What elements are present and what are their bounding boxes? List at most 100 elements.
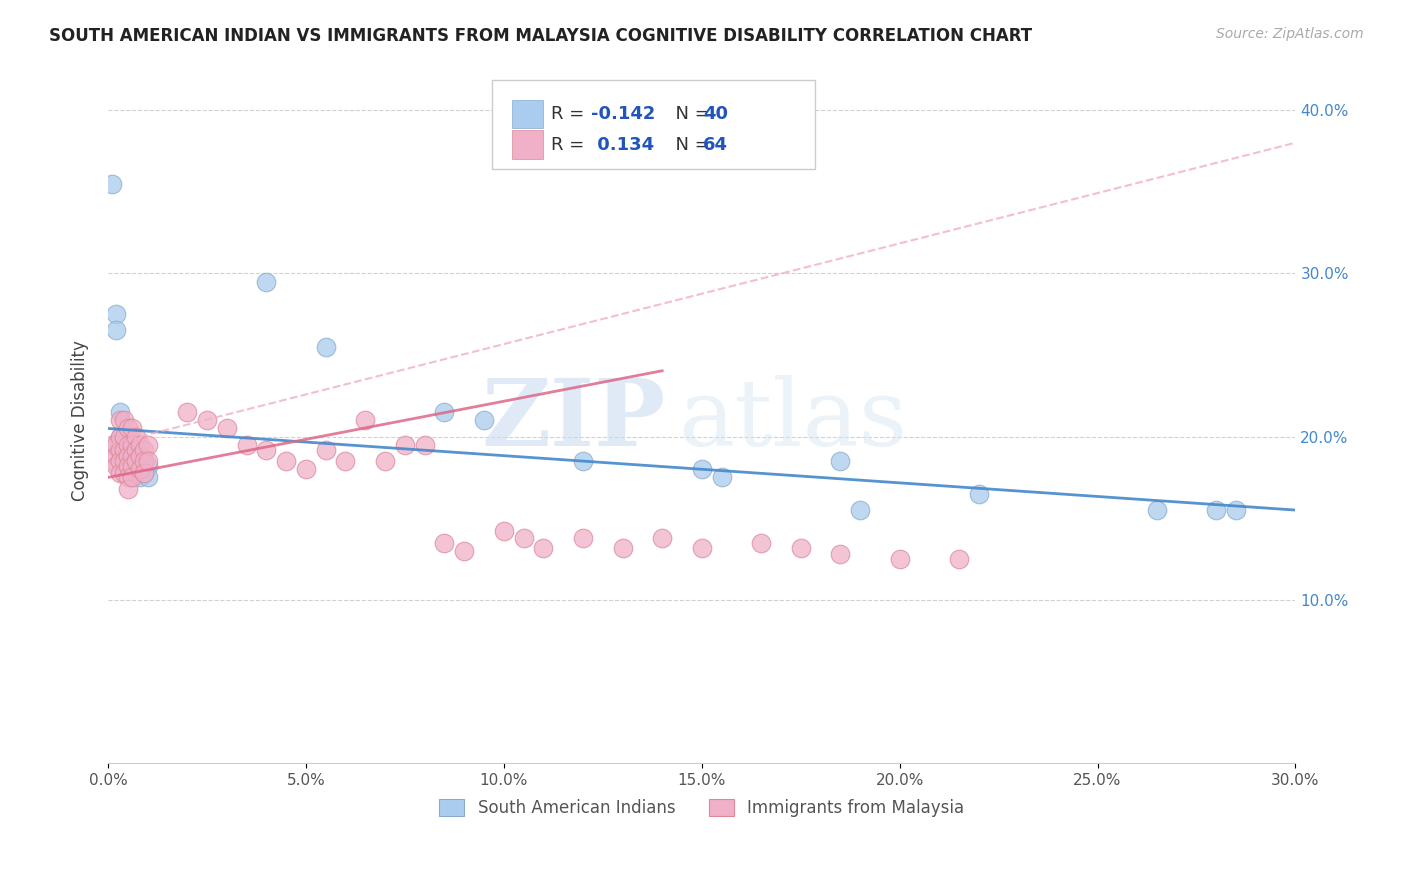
Point xyxy=(453,544,475,558)
Point xyxy=(830,547,852,561)
Point xyxy=(136,458,159,473)
Point xyxy=(104,449,127,463)
Point xyxy=(108,442,131,457)
Point xyxy=(108,466,131,480)
Point xyxy=(572,454,595,468)
Point xyxy=(112,454,135,468)
Text: SOUTH AMERICAN INDIAN VS IMMIGRANTS FROM MALAYSIA COGNITIVE DISABILITY CORRELATI: SOUTH AMERICAN INDIAN VS IMMIGRANTS FROM… xyxy=(49,27,1032,45)
Point xyxy=(117,482,139,496)
Text: ZIP: ZIP xyxy=(482,376,666,466)
Point xyxy=(254,442,277,457)
Point xyxy=(612,541,634,555)
Point xyxy=(512,531,534,545)
Point xyxy=(112,429,135,443)
Point xyxy=(295,462,318,476)
Point xyxy=(112,454,135,468)
Text: N =: N = xyxy=(664,136,716,153)
Point xyxy=(125,454,148,468)
Point xyxy=(125,454,148,468)
Point xyxy=(472,413,495,427)
Legend: South American Indians, Immigrants from Malaysia: South American Indians, Immigrants from … xyxy=(433,792,970,823)
Point xyxy=(121,446,143,460)
Point xyxy=(104,307,127,321)
Point xyxy=(690,541,713,555)
Point xyxy=(1225,503,1247,517)
Point xyxy=(132,454,155,468)
Point xyxy=(108,454,131,468)
Point xyxy=(121,449,143,463)
Point xyxy=(121,470,143,484)
Point xyxy=(108,446,131,460)
Text: atlas: atlas xyxy=(678,376,907,466)
Point xyxy=(374,454,396,468)
Point xyxy=(117,458,139,473)
Point xyxy=(132,442,155,457)
Point xyxy=(128,449,150,463)
Point xyxy=(121,454,143,468)
Point xyxy=(394,438,416,452)
Point xyxy=(104,324,127,338)
Point xyxy=(889,552,911,566)
Point xyxy=(849,503,872,517)
Point xyxy=(104,438,127,452)
Point xyxy=(710,470,733,484)
Point xyxy=(235,438,257,452)
Point xyxy=(117,470,139,484)
Point xyxy=(315,442,337,457)
Point xyxy=(789,541,811,555)
Point xyxy=(215,421,238,435)
Point xyxy=(690,462,713,476)
Point xyxy=(101,454,124,468)
Y-axis label: Cognitive Disability: Cognitive Disability xyxy=(72,340,89,500)
Point xyxy=(948,552,970,566)
Text: R =: R = xyxy=(551,105,591,123)
Point xyxy=(354,413,377,427)
Point xyxy=(967,487,990,501)
Point xyxy=(125,466,148,480)
Point xyxy=(104,458,127,473)
Point xyxy=(136,438,159,452)
Point xyxy=(531,541,554,555)
Text: 0.134: 0.134 xyxy=(591,136,654,153)
Point xyxy=(108,438,131,452)
Point xyxy=(117,449,139,463)
Point xyxy=(651,531,673,545)
Point xyxy=(117,438,139,452)
Point xyxy=(128,438,150,452)
Point xyxy=(492,524,515,539)
Point xyxy=(128,449,150,463)
Point xyxy=(176,405,198,419)
Point xyxy=(132,466,155,480)
Point xyxy=(1205,503,1227,517)
Point xyxy=(132,454,155,468)
Point xyxy=(121,462,143,476)
Point xyxy=(128,470,150,484)
Text: 40: 40 xyxy=(703,105,728,123)
Point xyxy=(121,470,143,484)
Point xyxy=(136,470,159,484)
Point xyxy=(117,429,139,443)
Text: -0.142: -0.142 xyxy=(591,105,655,123)
Point xyxy=(128,458,150,473)
Point xyxy=(125,442,148,457)
Point xyxy=(1146,503,1168,517)
Point xyxy=(128,462,150,476)
Point xyxy=(125,429,148,443)
Point xyxy=(254,275,277,289)
Point xyxy=(195,413,218,427)
Point xyxy=(125,442,148,457)
Point xyxy=(830,454,852,468)
Point xyxy=(121,421,143,435)
Point xyxy=(108,429,131,443)
Point xyxy=(117,438,139,452)
Text: N =: N = xyxy=(664,105,716,123)
Point xyxy=(112,442,135,457)
Point xyxy=(108,413,131,427)
Point xyxy=(132,466,155,480)
Point xyxy=(315,340,337,354)
Text: 64: 64 xyxy=(703,136,728,153)
Point xyxy=(433,535,456,549)
Point xyxy=(413,438,436,452)
Text: Source: ZipAtlas.com: Source: ZipAtlas.com xyxy=(1216,27,1364,41)
Point xyxy=(749,535,772,549)
